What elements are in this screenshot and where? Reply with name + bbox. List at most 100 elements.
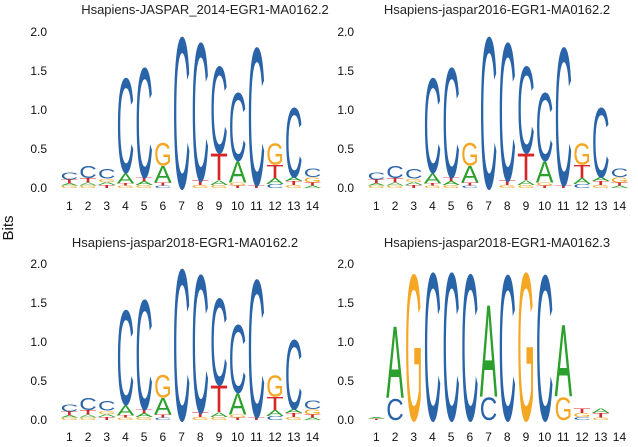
logo-letter-C: C <box>499 2 517 222</box>
logo-letter-T: T <box>154 182 172 187</box>
x-tick-label: 14 <box>613 199 627 213</box>
logo-letter-A: A <box>480 278 498 425</box>
y-tick-label: 1.5 <box>30 296 47 310</box>
x-tick-label: 3 <box>410 430 417 444</box>
x-tick-label: 10 <box>538 199 552 213</box>
logo-letter-C: C <box>79 163 97 182</box>
logo-panel-4: Hsapiens-jaspar2018-EGR1-MA0162.3 0.0 0.5 1… <box>337 229 626 447</box>
y-tick-label: 2.0 <box>337 257 354 271</box>
y-tick-label: 0.0 <box>30 181 47 195</box>
logo-letter-G: G <box>285 184 303 189</box>
logo-letter-A: A <box>229 387 247 421</box>
logo-letter-G: G <box>405 178 423 183</box>
logo-letter-A: A <box>229 155 247 189</box>
x-tick-label: 11 <box>250 430 263 444</box>
logo-letter-G: G <box>405 230 423 447</box>
logo-letter-T: T <box>61 410 79 416</box>
logo-letter-A: A <box>368 183 386 187</box>
x-tick-label: 13 <box>594 199 608 213</box>
x-tick-label: 7 <box>178 199 185 213</box>
logo-letter-G: G <box>592 417 610 421</box>
logo-letter-G: G <box>135 416 153 421</box>
x-tick-label: 12 <box>268 430 282 444</box>
logo-letter-C: C <box>573 416 591 421</box>
logo-letter-C: C <box>461 185 479 189</box>
logo-panel-2: Hsapiens-jaspar2016-EGR1-MA0162.2 0.0 0.5 1… <box>337 0 629 234</box>
logo-letter-G: G <box>61 417 79 421</box>
y-tick-label: 2.0 <box>30 257 47 271</box>
x-tick-label: 4 <box>429 199 436 213</box>
logo-letter-T: T <box>98 184 116 189</box>
logo-letter-A: A <box>304 185 322 189</box>
logo-letter-T: T <box>229 185 247 189</box>
logo-letter-T: T <box>368 418 386 421</box>
x-tick-label: 5 <box>141 199 148 213</box>
logo-letter-A: A <box>266 408 285 418</box>
logo-letter-G: G <box>210 184 228 189</box>
x-tick-label: 6 <box>160 430 167 444</box>
x-tick-label: 8 <box>197 430 204 444</box>
logo-letter-T: T <box>248 184 266 189</box>
logo-letter-C: C <box>173 223 191 447</box>
logo-letter-C: C <box>536 74 554 182</box>
logo-letter-T: T <box>536 185 554 189</box>
logo-panel-1: Hsapiens-JASPAR_2014-EGR1-MA0162.2 0.0 0.5… <box>30 0 328 234</box>
panel-title: Hsapiens-jaspar2018-EGR1-MA0162.3 <box>384 235 610 250</box>
logo-letter-C: C <box>173 0 191 234</box>
x-tick-label: 6 <box>467 199 474 213</box>
logo-letter-C: C <box>480 0 498 234</box>
logo-letter-G: G <box>61 185 79 189</box>
logo-letter-A: A <box>536 155 554 189</box>
logo-letter-T: T <box>117 183 135 187</box>
x-tick-label: 2 <box>85 199 92 213</box>
logo-letter-G: G <box>154 369 172 405</box>
logo-letter-G: G <box>573 137 591 171</box>
logo-letter-C: C <box>285 320 303 431</box>
logo-letter-T: T <box>405 184 423 189</box>
logo-letter-G: G <box>304 176 322 184</box>
logo-letter-G: G <box>424 185 442 189</box>
y-tick-label: 1.5 <box>30 64 47 78</box>
y-tick-label: 1.5 <box>337 296 354 310</box>
logo-letter-A: A <box>285 176 303 182</box>
x-tick-label: 7 <box>485 430 492 444</box>
logo-letter-C: C <box>405 167 423 183</box>
logo-letter-C: C <box>210 274 228 413</box>
logo-letter-C: C <box>368 170 386 181</box>
logo-letter-T: T <box>368 178 386 184</box>
logo-letter-T: T <box>285 412 303 418</box>
logo-letter-A: A <box>98 413 116 418</box>
logo-letter-T: T <box>229 417 247 421</box>
y-tick-label: 0.5 <box>337 142 354 156</box>
x-tick-label: 3 <box>410 199 417 213</box>
logo-letter-C: C <box>386 392 404 426</box>
logo-letter-C: C <box>61 170 79 181</box>
x-tick-label: 9 <box>216 199 223 213</box>
x-tick-label: 7 <box>485 199 492 213</box>
logo-letter-T: T <box>266 161 284 182</box>
logo-letter-A: A <box>285 408 303 414</box>
logo-letter-C: C <box>98 399 116 415</box>
logo-letter-C: C <box>304 399 322 412</box>
logo-letter-C: C <box>61 402 79 413</box>
y-axis: 0.0 0.5 1.0 1.5 2.0 <box>30 25 47 195</box>
y-tick-label: 1.0 <box>337 103 354 117</box>
logo-letter-T: T <box>117 415 135 419</box>
x-tick-label: 6 <box>160 199 167 213</box>
logo-letter-A: A <box>61 415 79 419</box>
logo-letter-G: G <box>117 417 135 421</box>
logo-letter-G: G <box>79 417 97 421</box>
x-tick-label: 12 <box>268 199 282 213</box>
x-tick-label: 13 <box>287 199 301 213</box>
x-tick-label: 11 <box>557 199 570 213</box>
logo-letter-C: C <box>154 417 172 421</box>
x-tick-label: 10 <box>231 199 245 213</box>
logo-letter-G: G <box>192 184 210 189</box>
logo-letter-C: C <box>192 2 210 222</box>
logo-letter-A: A <box>442 180 460 186</box>
logo-letter-C: C <box>117 50 135 202</box>
y-axis-label: Bits <box>0 215 17 240</box>
y-tick-label: 1.5 <box>337 64 354 78</box>
logo-letter-G: G <box>386 185 404 189</box>
logo-letter-A: A <box>266 176 285 186</box>
